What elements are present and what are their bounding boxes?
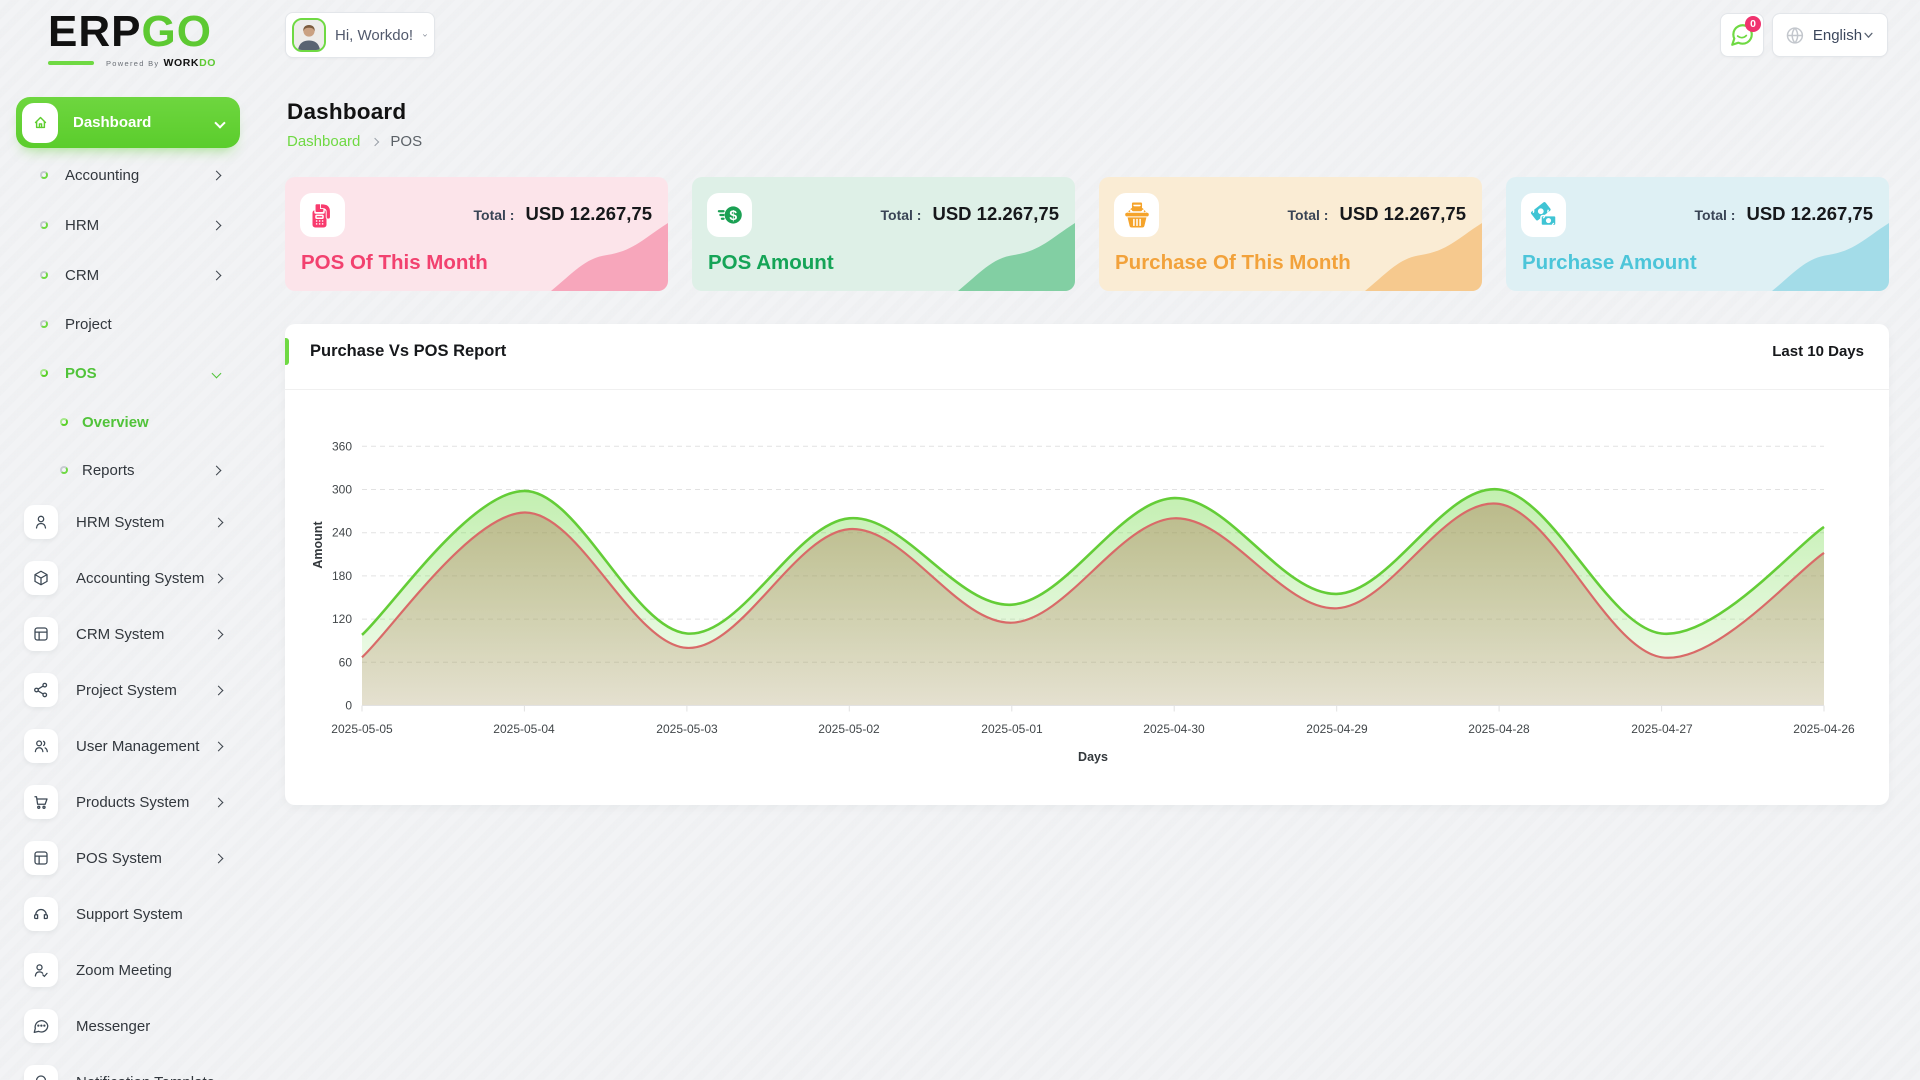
svg-text:2025-05-03: 2025-05-03: [656, 722, 718, 736]
svg-text:2025-05-04: 2025-05-04: [493, 722, 555, 736]
svg-text:2025-04-28: 2025-04-28: [1468, 722, 1530, 736]
svg-text:240: 240: [332, 526, 352, 540]
svg-text:120: 120: [332, 612, 352, 626]
svg-text:$: $: [729, 207, 737, 223]
svg-text:60: 60: [339, 655, 353, 669]
svg-text:2025-05-01: 2025-05-01: [981, 722, 1043, 736]
svg-text:2025-05-05: 2025-05-05: [331, 722, 393, 736]
svg-text:2025-04-29: 2025-04-29: [1306, 722, 1368, 736]
svg-text:360: 360: [332, 439, 352, 453]
svg-text:2025-05-02: 2025-05-02: [818, 722, 880, 736]
svg-text:0: 0: [345, 699, 352, 713]
svg-text:2025-04-27: 2025-04-27: [1631, 722, 1693, 736]
svg-text:2025-04-26: 2025-04-26: [1793, 722, 1855, 736]
svg-text:Days: Days: [1078, 750, 1108, 764]
svg-text:2025-04-30: 2025-04-30: [1143, 722, 1205, 736]
svg-text:300: 300: [332, 483, 352, 497]
svg-text:Amount: Amount: [311, 521, 325, 569]
svg-text:180: 180: [332, 569, 352, 583]
